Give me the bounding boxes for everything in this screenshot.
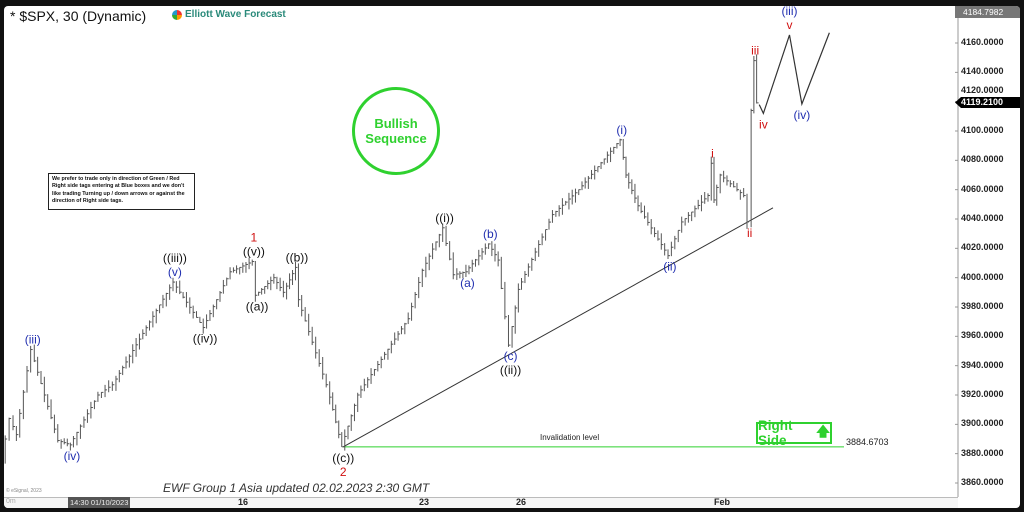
trading-note: We prefer to trade only in direction of … (48, 173, 195, 210)
y-tick-label: 4160.0000 (961, 37, 1004, 47)
logo-icon (172, 9, 182, 20)
arrow-up-icon: 🡅 (816, 423, 830, 439)
x-tick-label: 26 (516, 497, 527, 507)
wave-label: (iii) (25, 333, 41, 347)
wave-label: (iv) (794, 108, 811, 122)
wave-label: ((iii)) (163, 251, 187, 265)
wave-label: v (787, 18, 793, 32)
y-tick-label: 3900.0000 (961, 418, 1004, 429)
price-chart[interactable]: (iii) (iv) ((iii))(v) ((iv)) 1((v)) ((a)) ((b)… (4, 6, 1020, 508)
wave-label: (iv) (64, 449, 81, 463)
badge-line1: Bullish (374, 116, 418, 131)
y-tick-label: 4040.0000 (961, 213, 1004, 223)
wave-label: iii (751, 44, 759, 58)
wave-label: (b) (483, 227, 498, 241)
wave-label: 2 (340, 465, 347, 479)
y-tick-label: 4020.0000 (961, 242, 1004, 253)
y-tick-label: 3920.0000 (961, 389, 1004, 399)
last-price-marker: 4119.2100 (955, 97, 1020, 108)
y-tick-label: 4100.0000 (961, 125, 1004, 135)
wave-label: (v) (168, 265, 182, 279)
wave-label: (i) (616, 123, 627, 137)
y-tick-label: 4140.0000 (961, 66, 1004, 77)
copyright: © eSignal, 2023 (6, 488, 42, 494)
wave-label: ((i)) (435, 211, 454, 225)
y-tick-label: 3940.0000 (961, 359, 1004, 370)
wave-label: ii (747, 226, 752, 240)
wave-label: (iii) (782, 6, 798, 18)
right-side-label: Right Side (758, 418, 793, 448)
badge-line2: Sequence (365, 131, 427, 146)
wave-label: iv (759, 117, 768, 131)
logo: Elliott Wave Forecast (172, 9, 286, 20)
trendline (343, 207, 774, 448)
time-axis[interactable] (4, 497, 958, 508)
wave-label: (a) (460, 276, 475, 290)
y-tick-label: 4000.0000 (961, 271, 1004, 282)
update-footer: EWF Group 1 Asia updated 02.02.2023 2:30… (163, 481, 430, 495)
y-tick-label: 3980.0000 (961, 301, 1004, 311)
y-tick-label: 3860.0000 (961, 477, 1004, 487)
wave-label: ((a)) (246, 299, 269, 313)
y-tick-label: 3880.0000 (961, 447, 1004, 458)
chart-title: * $SPX, 30 (Dynamic) (10, 8, 147, 24)
x-tick-label: 23 (419, 497, 430, 507)
bullish-sequence-badge: Bullish Sequence (352, 87, 440, 175)
y-tick-label: 3960.0000 (961, 330, 1004, 341)
top-price-marker: 4184.7982 (955, 6, 1020, 18)
wave-label: ((c)) (332, 451, 354, 465)
invalidation-label: Invalidation level (540, 433, 600, 442)
wave-label: ((v)) (243, 245, 265, 259)
invalidation-value: 3884.6703 (846, 437, 889, 447)
x-tick-label: 16 (238, 497, 249, 507)
wave-label: (ii) (663, 260, 676, 274)
interval-label[interactable]: 0m (6, 498, 16, 505)
logo-text: Elliott Wave Forecast (185, 9, 286, 20)
wave-label: ((ii)) (500, 363, 521, 377)
wave-label: 1 (251, 231, 258, 245)
wave-label: ((iv)) (193, 332, 218, 346)
wave-label: (c) (504, 349, 518, 363)
x-tick-label: Feb (714, 497, 731, 507)
y-tick-label: 4080.0000 (961, 154, 1004, 165)
right-side-tag: Right Side 🡅 (756, 418, 832, 448)
y-tick-label: 4060.0000 (961, 183, 1004, 194)
projection-path (758, 32, 830, 116)
wave-label: ((b)) (286, 250, 309, 264)
chart-frame: (iii) (iv) ((iii)) (v) ((iv)) 1 ((v)) ((a)) ((b)… (4, 6, 1020, 508)
y-tick-label: 4120.0000 (961, 85, 1004, 95)
cursor-time-label: 14:30 01/10/2023 (68, 497, 131, 508)
wave-label: i (711, 146, 714, 160)
